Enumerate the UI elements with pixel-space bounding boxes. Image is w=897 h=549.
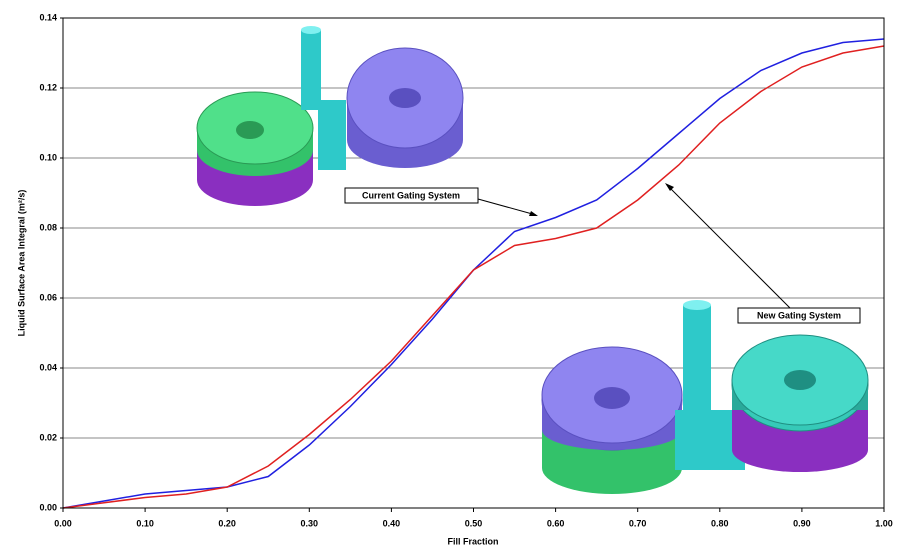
x-tick-label: 1.00	[875, 518, 893, 528]
chart: Current Gating System New Gating System …	[0, 0, 897, 549]
annotation-arrow	[667, 185, 790, 308]
y-tick-label: 0.10	[39, 152, 57, 162]
annotation-arrowhead	[665, 183, 674, 191]
y-tick-label: 0.08	[39, 222, 57, 232]
y-tick-label: 0.06	[39, 292, 57, 302]
x-tick-label: 0.30	[301, 518, 319, 528]
x-tick-label: 0.50	[465, 518, 483, 528]
annotation: New Gating System	[757, 310, 841, 320]
current-casting-illustration	[197, 26, 463, 206]
x-tick-label: 0.00	[54, 518, 72, 528]
x-tick-label: 0.70	[629, 518, 647, 528]
annotation-arrowhead	[529, 211, 538, 216]
new-casting-illustration	[542, 300, 868, 494]
y-tick-label: 0.04	[39, 362, 57, 372]
x-tick-label: 0.40	[383, 518, 401, 528]
y-tick-label: 0.12	[39, 82, 57, 92]
y-axis-label: Liquid Surface Area Integral (m²/s)	[16, 190, 26, 337]
x-tick-label: 0.10	[136, 518, 154, 528]
x-tick-label: 0.20	[218, 518, 236, 528]
x-tick-label: 0.60	[547, 518, 565, 528]
x-tick-label: 0.90	[793, 518, 811, 528]
annotation: Current Gating System	[362, 190, 460, 200]
x-tick-label: 0.80	[711, 518, 729, 528]
annotation-arrow	[478, 199, 536, 215]
y-tick-label: 0.02	[39, 432, 57, 442]
x-axis-label: Fill Fraction	[447, 536, 498, 546]
y-tick-label: 0.14	[39, 12, 57, 22]
y-tick-label: 0.00	[39, 502, 57, 512]
